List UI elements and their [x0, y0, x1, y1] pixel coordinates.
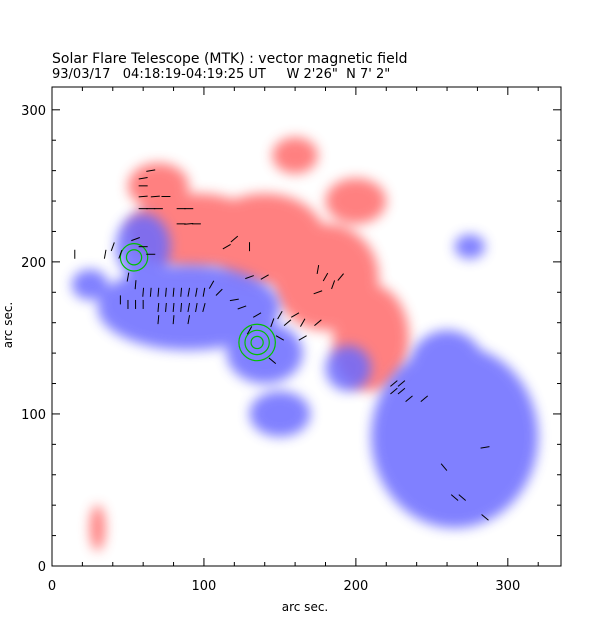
field-vector-75	[420, 395, 429, 403]
field-vector-9	[184, 222, 194, 225]
field-vector-21	[134, 280, 137, 290]
field-vector-19	[110, 242, 115, 252]
field-vector-11	[138, 176, 148, 180]
field-vector-4	[150, 195, 160, 198]
positive-field-region-6	[325, 178, 387, 224]
negative-field-region-4	[409, 330, 486, 407]
field-vector-29	[195, 287, 198, 297]
field-vector-66	[337, 273, 344, 281]
field-vector-63	[316, 264, 320, 274]
field-vector-43	[172, 315, 175, 325]
y-tick-label-100: 100	[21, 408, 46, 423]
field-vector-25	[165, 287, 167, 297]
y-axis-label: arc sec.	[1, 302, 15, 348]
field-vector-53	[260, 274, 269, 280]
field-vector-68	[314, 319, 322, 326]
field-vector-24	[157, 287, 160, 297]
field-vector-26	[172, 287, 175, 297]
field-vector-56	[277, 310, 283, 320]
x-tick-label-0: 0	[48, 579, 56, 594]
field-vector-52	[245, 275, 254, 280]
field-vector-50	[230, 235, 239, 243]
field-vector-48	[237, 305, 247, 310]
x-tick-label-100: 100	[192, 579, 217, 594]
vector-field-arrows	[74, 169, 490, 521]
negative-field-region-6	[249, 391, 311, 437]
x-tick-label-300: 300	[495, 579, 520, 594]
field-vector-77	[440, 463, 448, 471]
field-vector-55	[270, 318, 275, 328]
x-tick-label-200: 200	[343, 579, 368, 594]
field-vector-40	[195, 302, 198, 313]
field-vector-73	[397, 387, 406, 395]
positive-field-region-5	[272, 137, 318, 174]
field-vector-35	[157, 302, 160, 313]
field-vector-58	[290, 312, 300, 318]
positive-field-region-4	[127, 163, 189, 209]
field-vector-79	[458, 494, 467, 501]
contour-0-0	[125, 249, 143, 266]
field-vector-59	[300, 318, 306, 327]
negative-field-region-7	[454, 234, 486, 259]
field-vector-69	[298, 335, 307, 341]
y-tick-label-200: 200	[21, 256, 46, 271]
field-vector-80	[481, 514, 489, 521]
field-vector-44	[187, 315, 191, 325]
field-vector-23	[149, 287, 152, 297]
field-vector-18	[103, 249, 107, 259]
field-vector-28	[187, 287, 191, 297]
field-vector-45	[208, 280, 215, 289]
field-vector-49	[222, 243, 231, 250]
y-tick-label-0: 0	[38, 560, 46, 575]
field-vector-13	[146, 169, 156, 172]
field-vector-42	[157, 315, 160, 325]
field-vector-64	[322, 272, 329, 282]
field-vector-74	[405, 395, 413, 403]
magnetic-field-map	[71, 137, 539, 551]
field-vector-22	[142, 287, 145, 297]
field-vector-20	[126, 272, 130, 282]
field-vector-72	[390, 387, 398, 395]
field-vector-76	[480, 446, 490, 449]
field-vector-62	[246, 326, 253, 335]
field-vector-17	[118, 249, 123, 259]
chart-subtitle: 93/03/17 04:18:19-04:19:25 UT W 2'26" N …	[52, 67, 391, 82]
negative-field-region-5	[325, 345, 372, 392]
plot-axes: 0 100 200 300 0 100 200 300	[21, 86, 562, 594]
field-vector-70	[390, 380, 398, 387]
plot-frame	[51, 86, 562, 567]
field-vector-14	[131, 237, 140, 242]
field-vector-3	[138, 195, 148, 198]
field-vector-65	[331, 280, 336, 290]
field-vector-30	[202, 287, 206, 297]
field-vector-46	[215, 288, 223, 296]
negative-field-region-3	[371, 345, 539, 528]
field-vector-67	[313, 290, 323, 295]
contour-1-0	[250, 335, 264, 350]
field-vector-38	[180, 302, 183, 313]
contour-1-1	[244, 329, 270, 356]
field-vector-60	[275, 335, 285, 341]
field-vector-61	[268, 357, 277, 364]
positive-field-region-7	[89, 505, 106, 551]
x-axis-label: arc sec.	[282, 600, 328, 614]
y-tick-label-300: 300	[21, 104, 46, 119]
field-vector-41	[202, 303, 206, 312]
negative-field-region-8	[71, 269, 109, 300]
field-vector-37	[172, 302, 175, 313]
field-vector-78	[450, 494, 459, 501]
field-vector-36	[165, 302, 167, 313]
field-vector-71	[397, 380, 406, 387]
field-vector-54	[252, 312, 262, 318]
contour-0-1	[119, 243, 149, 272]
contour-1-2	[238, 323, 276, 362]
field-vector-27	[180, 287, 183, 297]
contour-layer	[119, 243, 276, 362]
negative-field-region-1	[226, 322, 303, 384]
field-vector-39	[187, 302, 191, 313]
field-vector-47	[229, 298, 239, 302]
chart-title: Solar Flare Telescope (MTK) : vector mag…	[52, 51, 408, 67]
field-vector-57	[283, 319, 292, 326]
